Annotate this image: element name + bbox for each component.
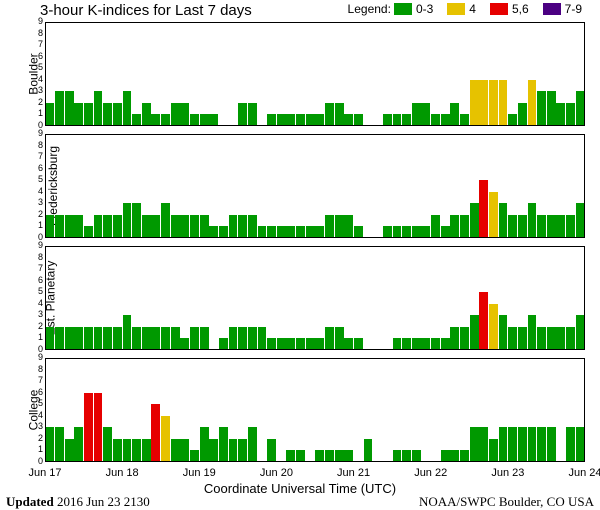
legend-label: Legend: [348, 2, 391, 16]
chart-panel: Boulder0123456789 [45, 22, 585, 126]
chart-container: 3-hour K-indices for Last 7 days Legend:… [0, 0, 600, 510]
legend: Legend: 0-3 4 5,6 7-9 [348, 2, 592, 16]
x-tick: Jun 20 [260, 467, 293, 479]
x-tick: Jun 17 [28, 467, 61, 479]
legend-item-label: 4 [469, 2, 476, 16]
x-tick: Jun 24 [568, 467, 600, 479]
y-ticks: 0123456789 [31, 22, 43, 126]
y-ticks: 0123456789 [31, 134, 43, 238]
x-tick: Jun 18 [106, 467, 139, 479]
panel-frame [45, 134, 585, 238]
panel-frame [45, 22, 585, 126]
x-tick: Jun 22 [414, 467, 447, 479]
chart-panel: College0123456789 [45, 358, 585, 462]
panel-frame [45, 358, 585, 462]
legend-swatch [490, 3, 508, 15]
chart-panel: Fredericksburg0123456789 [45, 134, 585, 238]
y-ticks: 0123456789 [31, 246, 43, 350]
source-text: NOAA/SWPC Boulder, CO USA [419, 494, 594, 510]
x-tick: Jun 23 [491, 467, 524, 479]
y-ticks: 0123456789 [31, 358, 43, 462]
legend-item-label: 5,6 [512, 2, 529, 16]
updated-text: Updated 2016 Jun 23 2130 [6, 494, 150, 510]
x-tick: Jun 19 [183, 467, 216, 479]
legend-swatch [447, 3, 465, 15]
legend-swatch [394, 3, 412, 15]
x-tick: Jun 21 [337, 467, 370, 479]
legend-item-label: 0-3 [416, 2, 433, 16]
x-axis: Jun 17Jun 18Jun 19Jun 20Jun 21Jun 22Jun … [45, 467, 585, 482]
panel-frame [45, 246, 585, 350]
chart-panel: Est. Planetary0123456789 [45, 246, 585, 350]
legend-swatch [543, 3, 561, 15]
footer: Updated 2016 Jun 23 2130 NOAA/SWPC Bould… [6, 494, 594, 510]
legend-item-label: 7-9 [565, 2, 582, 16]
